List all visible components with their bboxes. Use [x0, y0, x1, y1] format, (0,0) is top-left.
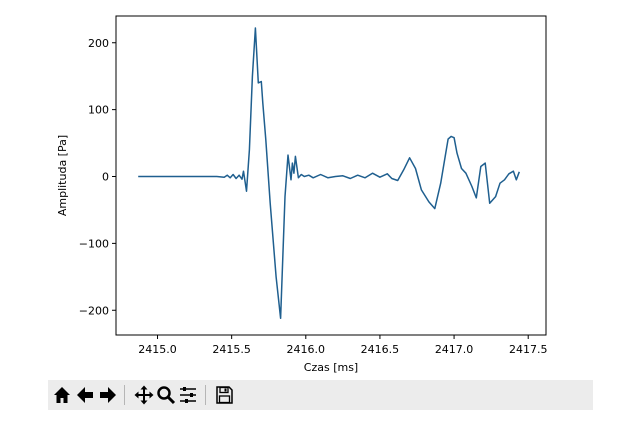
pan-move-icon[interactable] — [134, 385, 154, 405]
y-tick-label: 100 — [88, 104, 109, 117]
x-tick-label: 2415.5 — [212, 343, 251, 356]
arrow-right-icon[interactable] — [98, 385, 118, 405]
y-tick-label: 200 — [88, 37, 109, 50]
navigation-toolbar — [48, 380, 593, 410]
save-floppy-icon[interactable] — [214, 385, 234, 405]
toolbar-separator — [124, 385, 125, 405]
x-tick-label: 2417.0 — [435, 343, 474, 356]
x-tick-label: 2416.5 — [361, 343, 400, 356]
arrow-left-icon[interactable] — [75, 385, 95, 405]
y-tick-label: −200 — [79, 304, 109, 317]
y-axis: 200 100 0 −100 −200 — [79, 37, 116, 317]
x-axis: 2415.0 2415.5 2416.0 2416.5 2417.0 2417.5 — [138, 335, 547, 356]
y-tick-label: −100 — [79, 237, 109, 250]
subplots-sliders-icon[interactable] — [178, 385, 198, 405]
series-lines — [138, 27, 521, 320]
zoom-magnifier-icon[interactable] — [156, 385, 176, 405]
x-tick-label: 2416.0 — [287, 343, 326, 356]
toolbar-separator — [205, 385, 206, 405]
x-tick-label: 2415.0 — [138, 343, 177, 356]
plot-area — [115, 15, 547, 336]
y-tick-label: 0 — [102, 171, 109, 184]
x-axis-label: Czas [ms] — [304, 361, 358, 374]
y-axis-label: Amplituda [Pa] — [56, 135, 69, 216]
x-tick-label: 2417.5 — [509, 343, 548, 356]
home-icon[interactable] — [52, 385, 72, 405]
series-line — [138, 27, 521, 320]
chart-figure: 2415.0 2415.5 2416.0 2416.5 2417.0 2417.5 200… — [56, 15, 547, 374]
